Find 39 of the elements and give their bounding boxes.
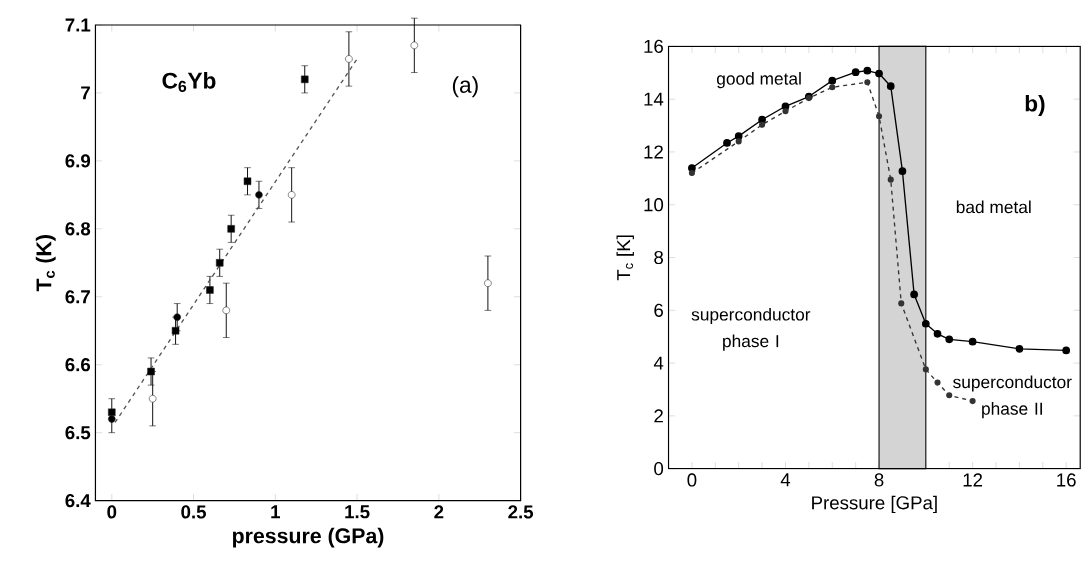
annotation: good metal (716, 72, 801, 89)
y-axis-title: T$_{c}$ (K) (35, 235, 56, 292)
y-tick-label: 6.5 (65, 426, 91, 440)
y-tick-label: 7 (81, 86, 90, 100)
annotation: superconductor phase II (953, 375, 1072, 419)
x-tick-label: 0 (687, 473, 697, 487)
x-tick-label: 16 (1057, 473, 1076, 487)
x-tick-label: 4 (780, 473, 791, 487)
x-axis-title: Pressure [GPa] (812, 495, 937, 514)
x-tick-label: 1.5 (345, 505, 370, 519)
annotation: bad metal (956, 200, 1031, 214)
y-tick-label: 6.8 (65, 222, 91, 236)
y-tick-label: 2 (654, 409, 663, 423)
annotation: superconductor phase I (691, 308, 811, 351)
y-tick-label: 0 (654, 462, 664, 476)
y-tick-label: 10 (644, 198, 664, 212)
y-tick-label: 7.1 (65, 18, 91, 32)
y-tick-label: 14 (644, 92, 664, 106)
y-tick-label: 6 (654, 303, 663, 318)
x-axis-title: pressure (GPa) (233, 527, 384, 548)
y-tick-label: 6.4 (65, 494, 91, 508)
annotation: b) (1025, 95, 1045, 117)
x-tick-label: 2 (434, 505, 444, 519)
y-tick-label: 4 (653, 356, 664, 370)
x-tick-label: 0 (107, 505, 117, 519)
x-tick-label: 8 (874, 473, 884, 487)
y-tick-label: 8 (654, 251, 664, 265)
y-tick-label: 16 (644, 39, 663, 54)
x-tick-label: 12 (963, 473, 983, 487)
x-tick-label: 1 (271, 505, 280, 519)
annotation: C$_{6}$Yb (162, 72, 216, 93)
x-tick-label: 0.5 (181, 505, 207, 519)
annotation: (a) (452, 76, 478, 98)
y-tick-label: 6.6 (65, 358, 91, 372)
y-tick-label: 12 (644, 145, 663, 159)
x-tick-label: 2.5 (508, 505, 534, 519)
y-tick-label: 6.7 (65, 290, 90, 304)
y-tick-label: 6.9 (65, 154, 91, 168)
y-axis-title: T$_{c}$ [K] (616, 235, 634, 281)
